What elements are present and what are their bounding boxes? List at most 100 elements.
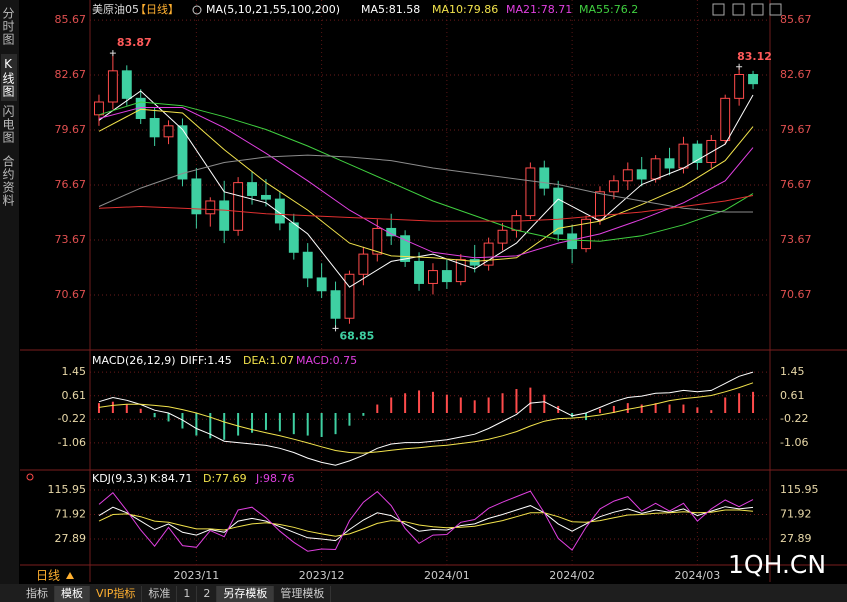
candle-body [483,242,494,266]
y-tick-label: 82.67 [780,68,812,81]
period-button[interactable]: 日线 [36,569,60,583]
toolbar-tab[interactable]: 另存模板 [217,586,275,602]
legend-entry: MA55:76.2 [579,3,638,16]
candle-body [525,167,536,217]
candle-body [177,125,188,180]
period-arrow[interactable] [66,572,74,579]
line [98,108,754,262]
y-tick-label: 76.67 [55,178,87,191]
symbol: 美原油05 [92,2,139,16]
y-tick-label: -0.22 [780,412,808,425]
y-tick-label: 71.92 [55,508,87,521]
candle-body [205,200,216,215]
candle-body [664,158,675,169]
period: 【日线】 [135,2,179,16]
annotation: 83.87 [117,36,152,49]
candle-body [372,227,383,255]
toolbar-tab[interactable]: VIP指标 [90,586,143,602]
candle-body [539,167,550,189]
line [98,505,754,542]
icon[interactable] [732,3,745,16]
candle-body [233,182,244,231]
candle-body [636,169,647,180]
x-tick-label: 2024/03 [675,569,721,582]
candle-body [748,74,758,85]
candle-body [330,290,341,319]
x-tick-label: 2023/11 [174,569,220,582]
candle-body [261,194,271,200]
candle-body [163,125,174,138]
candle-body [497,229,508,244]
sidebar-button[interactable]: 分时图 [1,4,17,49]
annotation-marker [736,63,743,70]
candle-body [567,233,578,250]
icon[interactable] [712,3,725,16]
candle-body [692,143,703,163]
candle-body [720,97,731,141]
toolbar-tab[interactable]: 2 [197,586,218,602]
line [98,490,754,552]
y-tick-label: 71.92 [780,508,812,521]
annotation: 83.12 [737,50,772,63]
line [98,90,754,288]
pane-icon[interactable] [26,473,34,481]
candle-body [316,277,327,292]
candle-body [581,218,591,250]
annotation-marker [109,50,116,57]
toolbar-tab[interactable]: 模板 [55,586,90,602]
y-tick-label: 79.67 [780,123,812,136]
candle-body [247,182,257,196]
candle-body [219,200,230,231]
kdj-title: KDJ(9,3,3) [92,472,148,485]
settings-icon[interactable] [192,5,202,15]
y-tick-label: 76.67 [780,178,812,191]
candle-body [94,101,104,116]
y-tick-label: 85.67 [780,13,812,26]
line [98,195,754,222]
legend-entry: MA10:79.86 [432,3,498,16]
line [98,371,754,466]
candle-body [734,74,745,99]
toolbar-tab[interactable]: 标准 [142,586,178,602]
candle-body [344,273,355,319]
y-tick-label: 79.67 [55,123,87,136]
y-tick-label: -1.06 [58,436,86,449]
annotation-marker [332,325,339,332]
legend-entry: J:98.76 [255,472,294,485]
toolbar-tab[interactable]: 管理模板 [274,586,332,602]
candle-body [553,187,564,235]
macd-legend: MACD:0.75 [296,354,357,367]
sidebar-bg [0,0,19,602]
y-tick-label: 82.67 [55,68,87,81]
y-tick-label: -0.22 [58,412,86,425]
candle-body [622,169,633,182]
macd-title: MACD(26,12,9) [92,354,176,367]
candle-body [386,227,397,237]
sidebar-button[interactable]: 合约资料 [1,152,17,210]
y-tick-label: 1.45 [62,365,87,378]
y-tick-label: 27.89 [55,532,87,545]
y-tick-label: 85.67 [55,13,87,26]
x-tick-label: 2023/12 [299,569,345,582]
candle-body [302,251,313,279]
sidebar-button[interactable]: 闪电图 [1,102,17,147]
icon[interactable] [769,3,782,16]
watermark: 1QH.CN [728,550,826,579]
sidebar-button[interactable]: K线图 [1,54,17,101]
toolbar-tab[interactable]: 指标 [20,586,55,602]
candle-body [441,270,452,283]
candle-body [469,259,480,266]
legend-entry: D:77.69 [203,472,247,485]
candle-body [678,143,689,169]
y-tick-label: -1.06 [780,436,808,449]
candle-body [706,139,717,163]
y-tick-label: 73.67 [780,233,812,246]
annotation: 68.85 [340,329,375,342]
y-tick-label: 70.67 [55,288,87,301]
toolbar-tab[interactable]: 1 [177,586,198,602]
line [98,382,754,454]
icon[interactable] [751,3,764,16]
candle-body [400,235,411,262]
candle-body [288,222,299,253]
candle-body [595,191,605,220]
